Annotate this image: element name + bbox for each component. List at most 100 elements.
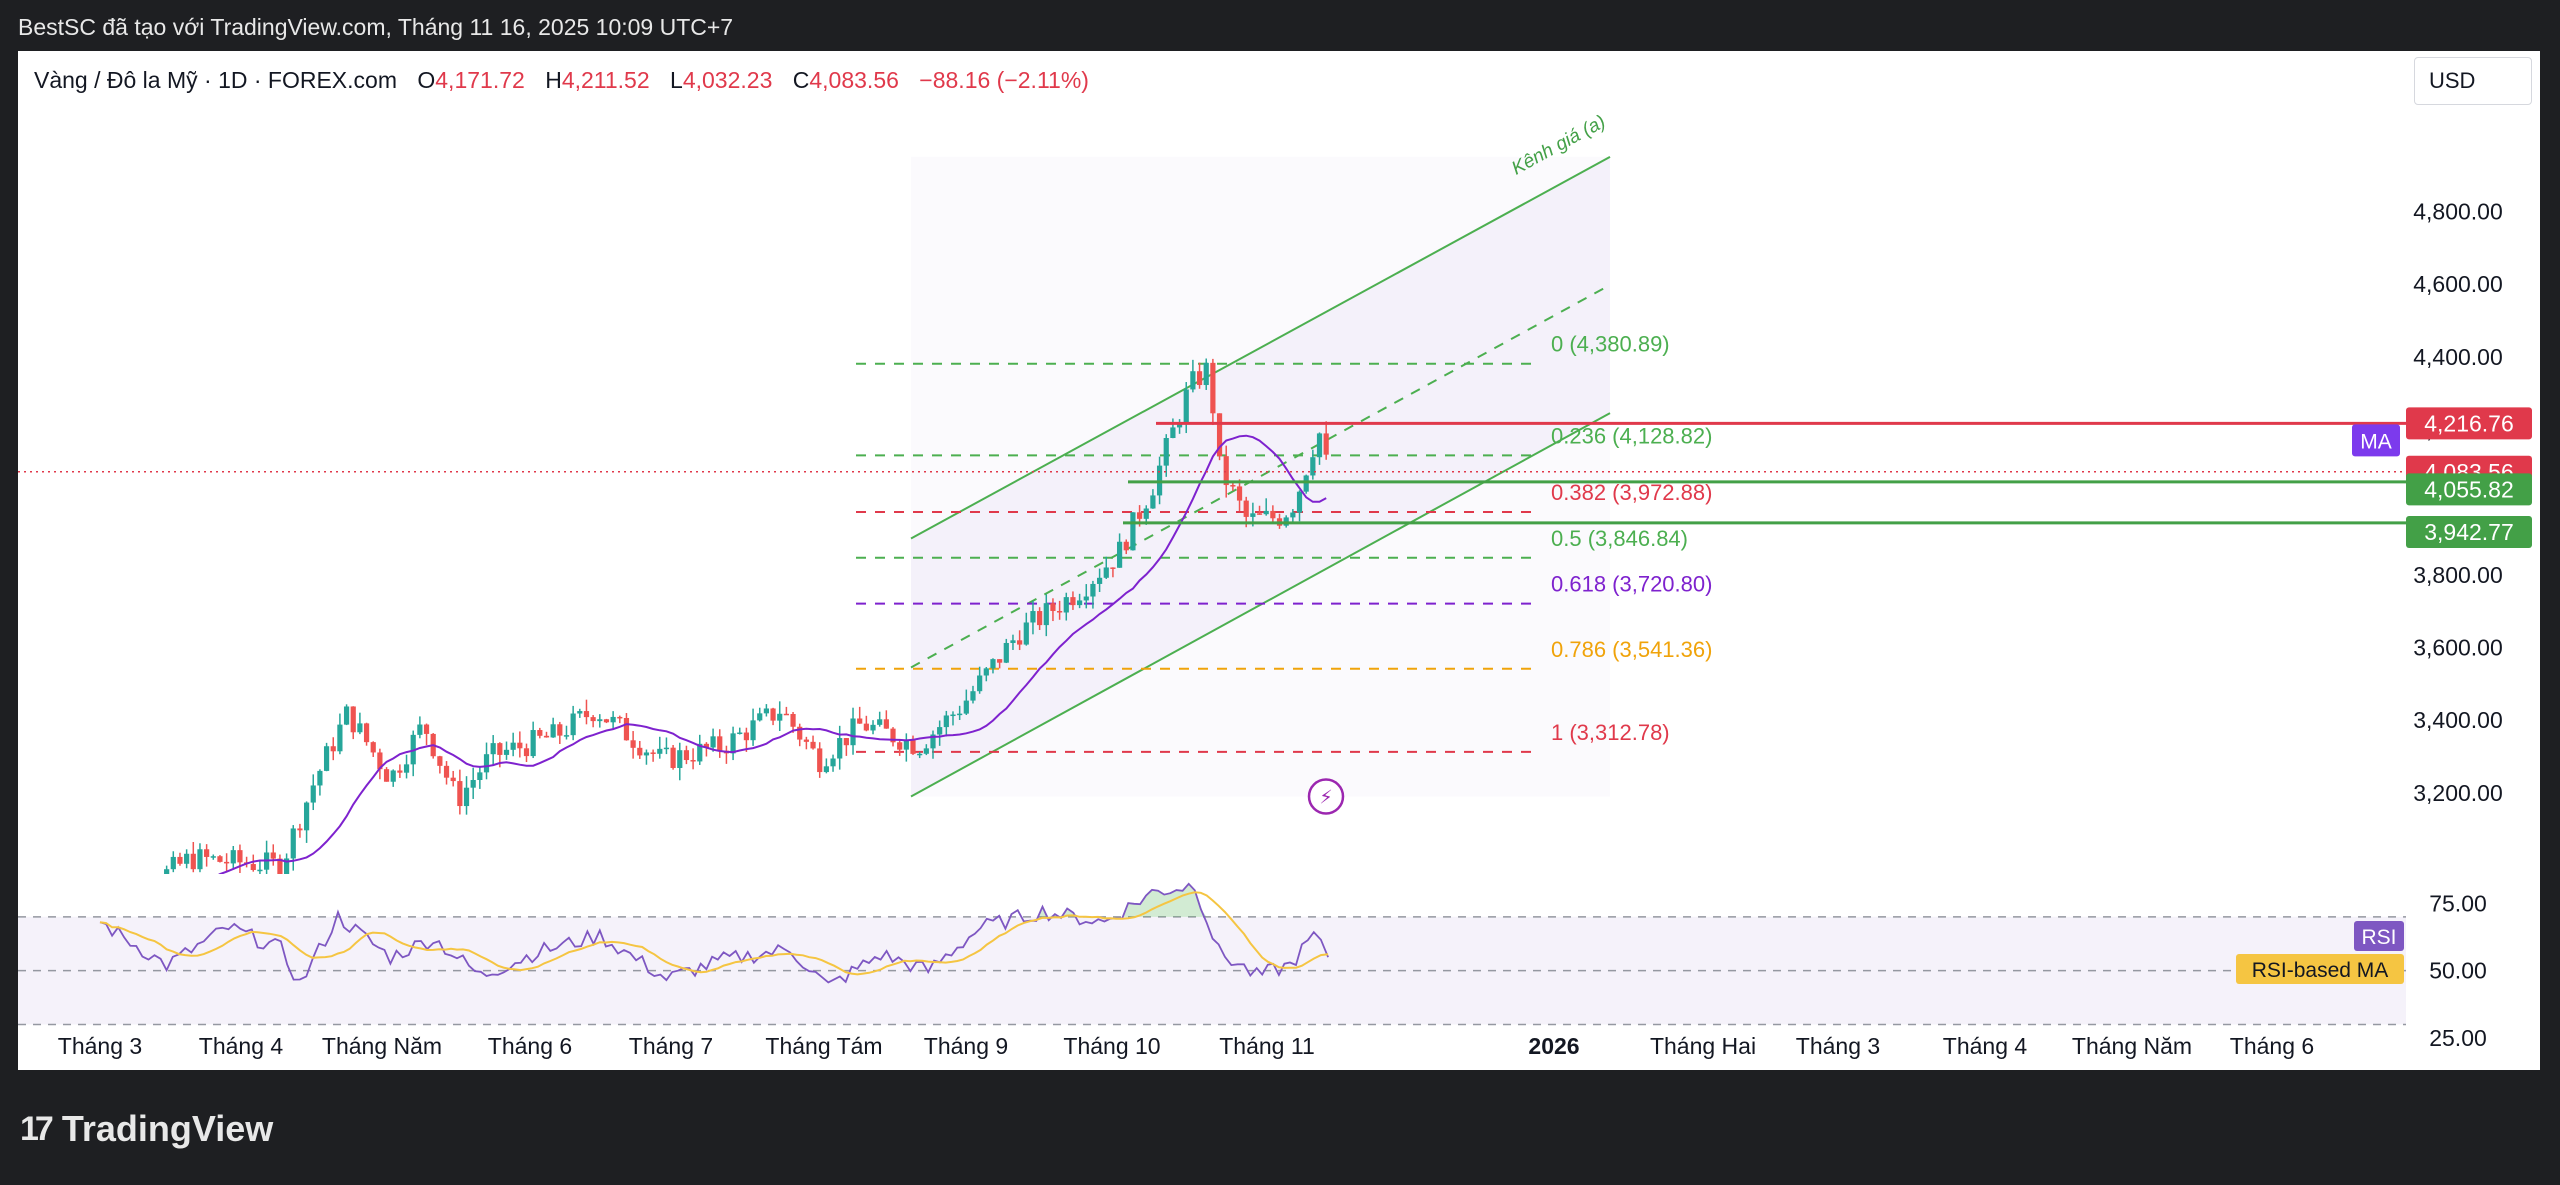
candle [663,737,670,755]
candle [343,704,350,726]
candle [1310,449,1316,480]
candle-body [463,787,470,807]
candle-body [623,717,630,741]
candle [363,722,370,746]
candle-body [557,724,563,736]
candle [970,685,976,704]
ma-badge: MA [2360,430,2392,453]
time-axis-label: Tháng 9 [924,1033,1008,1059]
fib-label-3: 0.5 (3,846.84) [1551,526,1688,551]
candle-body [690,760,696,762]
candle [290,825,296,871]
price-tick-label: 3,800.00 [2413,562,2503,588]
candle-body [950,714,956,717]
candle [190,841,196,873]
candle-body [1010,640,1016,643]
fib-label-1: 0.236 (4,128.82) [1551,423,1712,448]
candle [204,844,210,867]
candle [597,714,603,728]
candle-body [283,858,290,874]
time-axis-label: Tháng 6 [2230,1033,2314,1059]
channel-upper-line [910,156,1611,540]
moving-average-line [218,434,1327,874]
candle-body [1150,495,1156,509]
candle [950,711,956,726]
candle-body [357,723,363,733]
symbol-name[interactable]: Vàng / Đô la Mỹ · 1D · FOREX.com [34,67,397,93]
candle-body [530,730,536,757]
price-tick-label: 3,400.00 [2413,707,2503,733]
candle-body [1097,577,1103,584]
candle [1050,598,1056,622]
candle-body [1290,512,1296,518]
candle [1077,593,1083,609]
candle [1290,509,1296,524]
tradingview-logo[interactable]: 17 TradingView [20,1108,273,1150]
candle-body [1083,596,1089,601]
candle-body [157,886,162,892]
candle [543,731,550,738]
candle [377,748,383,780]
candle [1210,358,1216,426]
candle [730,726,736,761]
candle-body [1323,433,1329,455]
candle-body [750,720,756,741]
candle-body [737,732,743,735]
candle-body [1077,600,1083,606]
fib-label-5: 0.786 (3,541.36) [1551,637,1712,662]
candle [737,727,743,735]
channel-bg [911,157,1610,797]
candle [997,659,1003,669]
candle-body [517,742,523,749]
candle-body [323,746,330,771]
fib-label-6: 1 (3,312.78) [1551,720,1670,745]
candle [1110,567,1116,578]
candle [1057,600,1063,620]
candle-body [1183,389,1189,424]
candle-body [1216,413,1223,457]
low-label: L [670,67,683,93]
candle [670,745,676,770]
candle-body [297,828,303,831]
candle [1316,432,1323,465]
candle [1030,600,1036,635]
candle-body [497,743,503,755]
candle-body [643,752,650,756]
candle [763,704,769,717]
rsi-ma-line [99,891,1329,976]
candle [1070,591,1076,610]
candle-body [783,713,789,716]
candle-body [1263,510,1269,515]
chart-panel[interactable]: Kênh giá (a) 0 (4,380.89) 0.236 (4,128.82)… [18,51,2540,1070]
candle [830,754,836,772]
candle-body [1203,362,1209,386]
candle-body [1050,603,1056,611]
candle [677,742,683,781]
open-value: 4,171.72 [435,67,525,93]
candle [164,865,170,874]
symbol-header: Vàng / Đô la Mỹ · 1D · FOREX.com O4,171.… [34,67,1089,94]
candle-body [1103,567,1109,578]
currency-button[interactable]: USD [2414,57,2532,105]
price-chart[interactable]: Kênh giá (a)0 (4,380.89) 0.236 (4,128.82)… [18,51,2540,1070]
candle [1163,434,1169,477]
candle-body [1057,610,1063,613]
candle-body [1296,491,1303,513]
candle [124,894,129,912]
candle [230,845,236,869]
candle [370,741,376,757]
time-axis-label: Tháng 4 [199,1033,284,1059]
candle [790,712,796,733]
event-lightning-icon[interactable]: ⚡ [1307,778,1345,815]
candle [943,710,949,737]
candle-body [170,856,176,870]
candle-body [403,764,410,773]
candle-body [337,724,343,752]
candle-body [131,895,136,901]
candle [1176,419,1183,434]
candle [483,742,490,780]
candle-body [683,750,690,761]
candle [463,776,470,815]
candle [1296,490,1303,522]
candle-body [990,659,996,669]
